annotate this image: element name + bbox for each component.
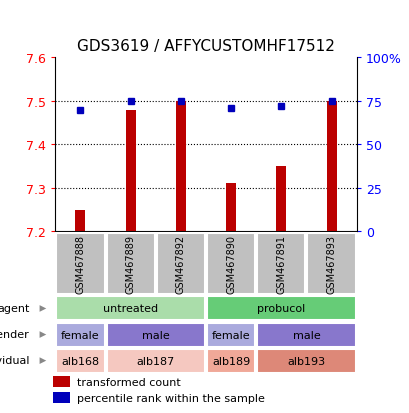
Text: alb187: alb187 — [136, 356, 175, 366]
Text: GSM467890: GSM467890 — [226, 234, 236, 293]
Text: GSM467888: GSM467888 — [75, 234, 85, 293]
Text: GSM467892: GSM467892 — [175, 234, 185, 293]
Bar — [256, 349, 355, 373]
Text: male: male — [142, 330, 169, 340]
Text: male: male — [292, 330, 319, 340]
Bar — [207, 297, 355, 320]
Bar — [256, 323, 355, 347]
Text: GSM467891: GSM467891 — [276, 234, 285, 293]
Bar — [53, 392, 70, 404]
Bar — [53, 376, 70, 387]
Text: agent: agent — [0, 303, 29, 313]
Bar — [125, 110, 135, 232]
Text: GSM467889: GSM467889 — [126, 234, 135, 293]
Bar — [207, 233, 255, 294]
Text: alb189: alb189 — [211, 356, 249, 366]
Text: probucol: probucol — [256, 304, 305, 314]
Title: GDS3619 / AFFYCUSTOMHF17512: GDS3619 / AFFYCUSTOMHF17512 — [77, 39, 334, 54]
Text: alb168: alb168 — [61, 356, 99, 366]
Text: untreated: untreated — [103, 304, 158, 314]
Bar — [326, 102, 336, 232]
Text: percentile rank within the sample: percentile rank within the sample — [76, 393, 264, 403]
Bar — [256, 233, 305, 294]
Text: individual: individual — [0, 355, 29, 365]
Bar — [225, 184, 236, 232]
Bar — [106, 349, 204, 373]
Text: GSM467893: GSM467893 — [326, 234, 336, 293]
Bar — [106, 323, 204, 347]
Bar — [75, 210, 85, 232]
Text: transformed count: transformed count — [76, 377, 180, 387]
Bar — [56, 233, 104, 294]
Text: female: female — [61, 330, 99, 340]
Bar — [56, 323, 104, 347]
Bar — [307, 233, 355, 294]
Text: alb193: alb193 — [287, 356, 325, 366]
Bar — [156, 233, 204, 294]
Bar — [56, 297, 204, 320]
Bar — [56, 349, 104, 373]
Bar — [207, 323, 255, 347]
Bar — [276, 167, 285, 232]
Text: gender: gender — [0, 329, 29, 339]
Text: female: female — [211, 330, 250, 340]
Bar — [175, 102, 185, 232]
Bar — [106, 233, 155, 294]
Bar — [207, 349, 255, 373]
